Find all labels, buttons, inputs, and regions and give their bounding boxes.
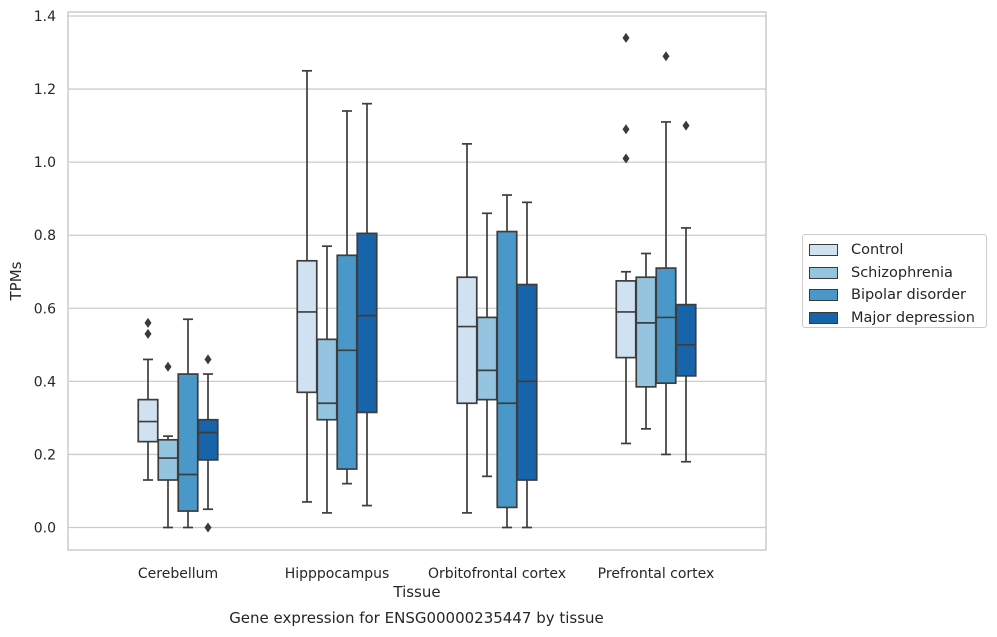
- legend-swatch: [809, 244, 838, 257]
- x-tick-label: Cerebellum: [138, 566, 218, 582]
- box-body: [516, 283, 538, 481]
- outlier-point: [204, 354, 212, 365]
- outlier-point: [622, 124, 630, 135]
- x-tick-label: Hipppocampus: [285, 566, 390, 582]
- box-body: [655, 267, 677, 385]
- outlier-point: [144, 317, 152, 328]
- chart-caption: Gene expression for ENSG00000235447 by t…: [229, 609, 604, 627]
- legend-label: Schizophrenia: [851, 264, 953, 281]
- box-body: [296, 259, 318, 394]
- box-body: [476, 316, 498, 401]
- legend-label: Major depression: [851, 309, 975, 326]
- box-body: [157, 438, 179, 481]
- x-axis-label: Tissue: [392, 583, 440, 601]
- y-tick-label: 1.2: [34, 82, 56, 98]
- y-axis-label: TPMs: [7, 261, 25, 301]
- outlier-point: [164, 361, 172, 372]
- y-tick-label: 0.0: [34, 521, 56, 537]
- box-1-3: [635, 252, 657, 430]
- box-body: [316, 338, 338, 421]
- box-body: [615, 280, 637, 359]
- box-body: [336, 254, 358, 470]
- legend-item: Major depression: [809, 307, 986, 330]
- legend: Control Schizophrenia Bipolar disorder Majo…: [802, 234, 987, 328]
- y-tick-label: 1.0: [34, 155, 56, 171]
- y-tick-label: 0.8: [34, 228, 56, 244]
- outlier-point: [204, 522, 212, 533]
- box-0-2: [456, 143, 478, 514]
- box-body: [356, 232, 378, 414]
- legend-swatch: [809, 289, 838, 302]
- box-0-1: [296, 69, 318, 503]
- x-tick-label: Prefrontal cortex: [598, 566, 715, 582]
- box-2-1: [336, 110, 358, 485]
- outlier-point: [662, 51, 670, 62]
- box-3-0: [197, 354, 219, 533]
- box-2-0: [177, 318, 199, 529]
- box-body: [675, 303, 697, 377]
- y-axis-ticks: 0.0 0.2 0.4 0.6 0.8 1.0 1.2 1.4: [34, 9, 56, 537]
- box-body: [197, 418, 219, 461]
- box-2-3: [655, 51, 677, 456]
- box-body: [177, 373, 199, 512]
- box-0-0: [137, 317, 159, 481]
- outlier-point: [682, 120, 690, 131]
- plot-frame: [67, 11, 767, 551]
- y-tick-label: 0.2: [34, 447, 56, 463]
- legend-label: Bipolar disorder: [851, 287, 966, 304]
- legend-label: Control: [851, 242, 904, 259]
- box-1-1: [316, 245, 338, 514]
- legend-swatch: [809, 266, 838, 279]
- box-body: [496, 230, 518, 509]
- y-tick-label: 0.6: [34, 301, 56, 317]
- outlier-point: [622, 32, 630, 43]
- x-tick-label: Orbitofrontal cortex: [428, 566, 566, 582]
- legend-swatch: [809, 311, 838, 324]
- box-1-0: [157, 361, 179, 529]
- box-1-2: [476, 212, 498, 478]
- box-plot-series: [137, 32, 697, 533]
- box-3-2: [516, 201, 538, 529]
- y-tick-label: 1.4: [34, 9, 56, 25]
- legend-item: Control: [809, 239, 986, 262]
- outlier-point: [144, 328, 152, 339]
- box-body: [635, 276, 657, 388]
- box-body: [137, 398, 159, 443]
- x-axis-ticks: Cerebellum Hipppocampus Orbitofrontal cort…: [138, 566, 714, 582]
- legend-item: Schizophrenia: [809, 262, 986, 285]
- legend-item: Bipolar disorder: [809, 284, 986, 307]
- outlier-point: [622, 153, 630, 164]
- box-0-3: [615, 32, 637, 445]
- box-3-1: [356, 102, 378, 507]
- y-tick-label: 0.4: [34, 374, 56, 390]
- box-body: [456, 276, 478, 405]
- box-3-3: [675, 120, 697, 463]
- box-2-2: [496, 194, 518, 529]
